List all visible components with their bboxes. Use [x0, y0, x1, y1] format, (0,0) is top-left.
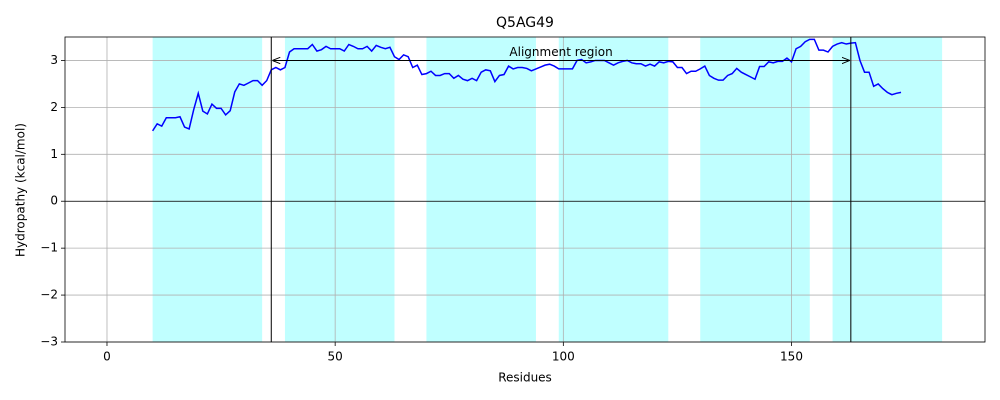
- x-tick-label: 100: [552, 350, 575, 364]
- y-tick-label: −1: [40, 241, 58, 255]
- alignment-label: Alignment region: [509, 45, 612, 59]
- y-tick-label: −3: [40, 335, 58, 349]
- y-tick-label: 1: [50, 147, 58, 161]
- highlight-band: [558, 37, 669, 342]
- highlight-band: [426, 37, 536, 342]
- highlight-band: [152, 37, 263, 342]
- y-tick-label: 2: [50, 100, 58, 114]
- highlight-band: [832, 37, 943, 342]
- highlight-band: [700, 37, 810, 342]
- x-tick-label: 0: [103, 350, 111, 364]
- y-tick-label: 0: [50, 194, 58, 208]
- y-axis-label: Hydropathy (kcal/mol): [14, 123, 28, 257]
- chart-title: Q5AG49: [496, 15, 554, 31]
- y-tick-label: 3: [50, 53, 58, 67]
- x-axis-label: Residues: [498, 371, 552, 385]
- y-tick-label: −2: [40, 288, 58, 302]
- x-tick-label: 50: [328, 350, 343, 364]
- x-tick-label: 150: [780, 350, 803, 364]
- highlight-band: [284, 37, 395, 342]
- plot-frame: [64, 36, 986, 343]
